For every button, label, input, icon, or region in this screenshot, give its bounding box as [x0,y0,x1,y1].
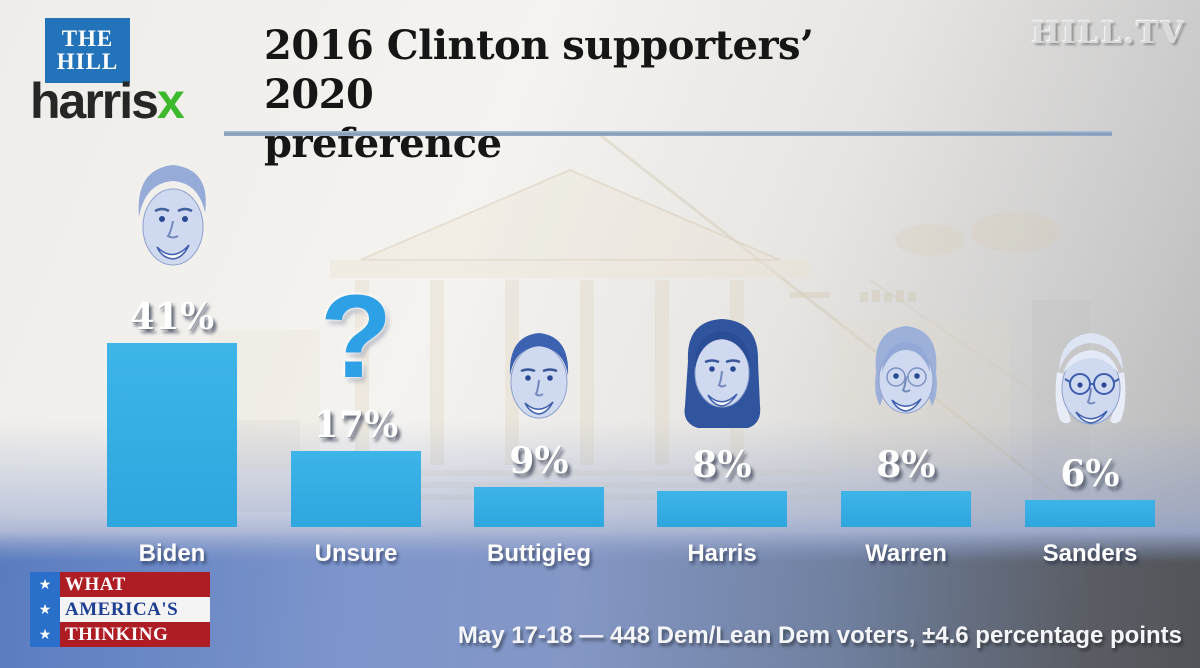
star-icon: ★ [38,626,52,642]
the-hill-logo: THE HILL [45,18,130,83]
source-note: May 17-18 — 448 Dem/Lean Dem voters, ±4.… [457,622,1182,649]
buttigieg-photo-icon [494,324,584,429]
page-title: 2016 Clinton supporters’ 2020 preference [264,22,904,168]
what-americas-thinking-logo: ★ ★ ★ WHAT AMERICA'S THINKING [30,572,210,647]
category-label-unsure: Unsure [314,540,398,567]
bar-sanders [1025,500,1155,527]
category-label-biden: Biden [138,540,206,567]
bar-unsure [291,450,421,527]
category-label-sanders: Sanders [1042,540,1138,567]
value-label-warren: 8% [876,444,936,486]
title-line2: preference [264,119,502,167]
value-label-buttigieg: 9% [509,439,569,482]
bar-warren [841,491,971,527]
category-label-warren: Warren [865,540,947,567]
harris-photo-icon [670,311,775,433]
the-hill-logo-line1: THE [61,25,114,51]
logo-row-what: WHAT [60,572,210,597]
category-label-buttigieg: Buttigieg [487,540,591,567]
category-label-harris: Harris [687,540,757,567]
sanders-photo-icon [1043,322,1138,442]
value-label-biden: 41% [129,295,215,338]
star-icon: ★ [38,601,52,617]
star-icon: ★ [38,576,52,592]
bar-buttigieg [474,486,604,527]
warren-photo-icon [856,318,956,433]
hilltv-watermark: HILL.TV [1031,16,1186,51]
logo-row-americas: AMERICA'S [60,597,210,622]
title-line1: 2016 Clinton supporters’ 2020 [264,22,814,118]
question-mark-icon: ? [319,270,393,403]
value-label-sanders: 6% [1060,453,1120,495]
logo-row-thinking: THINKING [60,622,210,647]
title-underline [224,131,1112,136]
value-label-unsure: 17% [313,403,399,446]
logo-stars-column: ★ ★ ★ [30,572,60,647]
harrisx-logo-x: x [156,73,185,129]
bar-harris [657,491,787,527]
harrisx-logo-text: harris [30,73,159,129]
value-label-harris: 8% [692,444,752,486]
biden-photo-icon [125,155,220,285]
logo-rows: WHAT AMERICA'S THINKING [60,572,210,647]
bar-biden [107,342,237,527]
the-hill-logo-line2: HILL [56,48,119,74]
harrisx-logo: harrisx [30,72,185,130]
